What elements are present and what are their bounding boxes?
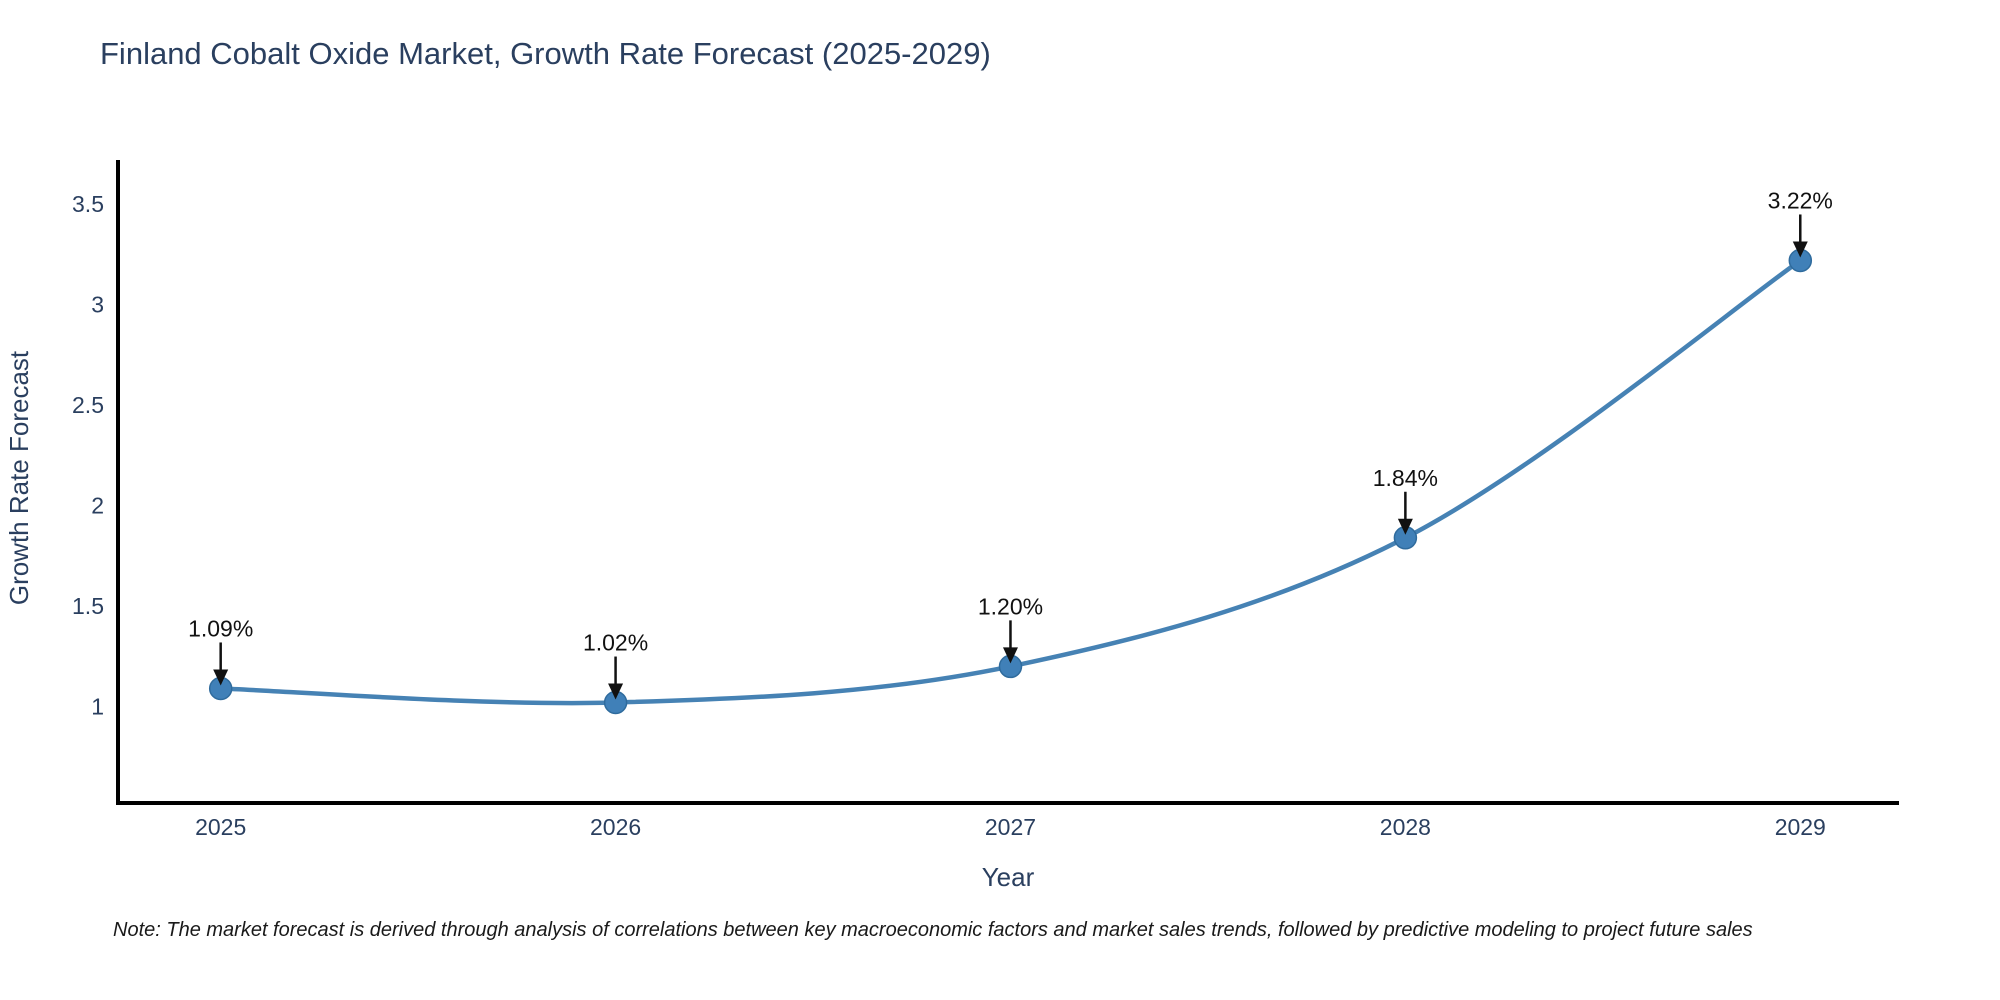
annotation-arrowhead-icon (608, 683, 624, 700)
series-layer (208, 248, 1813, 715)
axes-layer: 1 1.5 2 2.5 3 3.5 2025 2026 2027 2028 2029 (72, 160, 1899, 840)
y-tick-label: 1.5 (72, 593, 104, 619)
x-tick-label: 2028 (1380, 814, 1431, 840)
annotation-arrowhead-icon (1792, 241, 1808, 258)
y-tick-label: 2.5 (72, 392, 104, 418)
x-tick-label: 2026 (590, 814, 641, 840)
annotation-label: 1.20% (978, 593, 1043, 619)
annotation-arrowhead-icon (1002, 647, 1018, 664)
annotation-label: 1.02% (583, 630, 648, 656)
line-series (218, 258, 1803, 706)
y-axis-title: Growth Rate Forecast (4, 350, 34, 605)
annotations-layer: 1.09% 1.02% 1.20% 1.84% 3.22% (188, 187, 1833, 700)
x-tick-label: 2025 (195, 814, 246, 840)
annotation-arrowhead-icon (1397, 518, 1413, 535)
annotation-label: 1.84% (1373, 465, 1438, 491)
y-tick-label: 3.5 (72, 191, 104, 217)
annotation-arrowhead-icon (213, 669, 229, 686)
y-tick-label: 3 (91, 292, 104, 318)
x-tick-label: 2027 (985, 814, 1036, 840)
annotation-label: 1.09% (188, 615, 253, 641)
x-tick-label: 2029 (1775, 814, 1826, 840)
y-tick-label: 2 (91, 493, 104, 519)
footnote: Note: The market forecast is derived thr… (113, 919, 1753, 941)
x-axis-title: Year (982, 862, 1035, 892)
chart-title: Finland Cobalt Oxide Market, Growth Rate… (100, 36, 991, 71)
y-tick-label: 1 (91, 694, 104, 720)
annotation-label: 3.22% (1768, 187, 1833, 213)
